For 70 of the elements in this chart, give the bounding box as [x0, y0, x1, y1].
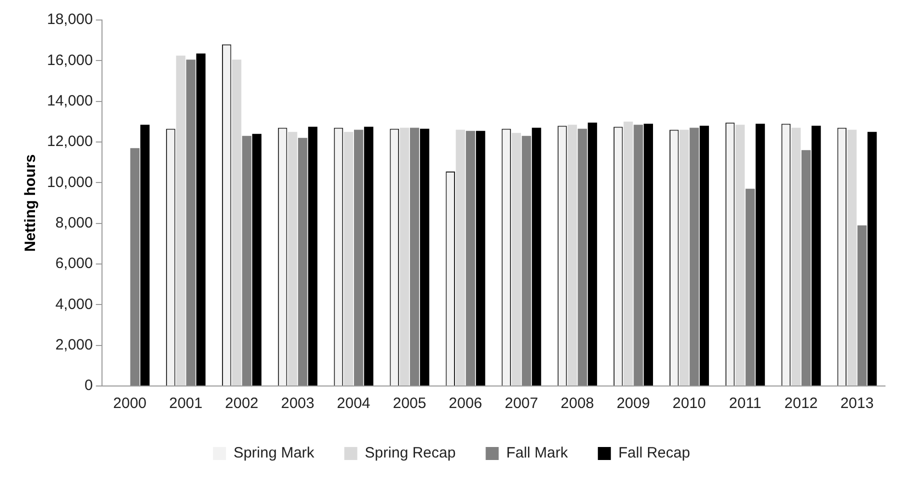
bar — [456, 130, 466, 386]
bar — [252, 134, 262, 386]
y-tick-label: 10,000 — [46, 174, 93, 191]
bar — [420, 128, 430, 386]
bar — [186, 60, 196, 386]
bar — [801, 150, 811, 386]
bar — [522, 136, 532, 386]
bar — [735, 124, 745, 386]
bar — [624, 122, 633, 386]
x-tick-label: 2011 — [729, 395, 762, 412]
bar — [466, 130, 476, 386]
bar — [578, 128, 588, 386]
bar — [700, 126, 709, 386]
bar — [568, 124, 577, 386]
bar — [690, 128, 699, 386]
x-tick-label: 2000 — [113, 395, 147, 412]
bar — [242, 136, 252, 386]
bar — [308, 126, 318, 386]
x-tick-label: 2003 — [280, 395, 314, 412]
x-tick-label: 2012 — [784, 395, 818, 412]
bar — [868, 132, 877, 386]
y-tick-label: 0 — [84, 377, 93, 394]
y-tick-label: 4,000 — [55, 296, 93, 313]
x-tick-label: 2001 — [169, 395, 202, 412]
y-tick-label: 2,000 — [55, 336, 93, 354]
y-tick-label: 18,000 — [46, 11, 93, 28]
y-tick-label: 8,000 — [55, 214, 93, 232]
bar — [400, 128, 410, 386]
bar — [588, 122, 598, 386]
legend-label: Spring Mark — [233, 444, 315, 462]
bar — [140, 124, 150, 386]
bar — [644, 124, 654, 386]
bar — [344, 132, 354, 386]
bar — [847, 130, 857, 386]
bar — [298, 138, 308, 386]
x-tick-label: 2004 — [336, 395, 370, 412]
bar — [791, 128, 801, 386]
x-tick-label: 2007 — [504, 395, 538, 412]
bar — [176, 56, 186, 386]
x-tick-label: 2006 — [448, 395, 482, 412]
legend-label: Spring Recap — [364, 444, 456, 462]
x-tick-label: 2010 — [672, 395, 706, 412]
bar — [756, 124, 765, 386]
bar — [680, 130, 689, 386]
x-tick-label: 2005 — [392, 395, 426, 412]
bar — [196, 54, 206, 386]
bar — [812, 126, 821, 386]
bar — [130, 148, 140, 386]
y-tick-label: 16,000 — [46, 52, 93, 69]
bar — [746, 188, 755, 386]
bar — [364, 126, 374, 386]
y-axis-title: Netting hours — [22, 154, 40, 252]
x-tick-label: 2002 — [225, 395, 258, 412]
bar — [232, 60, 242, 386]
x-tick-label: 2009 — [616, 395, 650, 412]
y-tick-label: 14,000 — [46, 92, 93, 110]
bar — [634, 124, 643, 386]
bar — [476, 130, 486, 386]
x-tick-label: 2013 — [840, 395, 874, 412]
y-tick-label: 6,000 — [55, 255, 93, 272]
bar — [354, 130, 364, 386]
bar — [512, 132, 522, 386]
y-tick-label: 12,000 — [46, 133, 93, 150]
bar — [410, 128, 420, 386]
legend-label: Fall Mark — [506, 444, 568, 462]
legend-label: Fall Recap — [618, 444, 690, 462]
bar — [857, 225, 867, 386]
bar — [288, 132, 298, 386]
bar — [532, 128, 542, 386]
x-tick-label: 2008 — [560, 395, 594, 412]
